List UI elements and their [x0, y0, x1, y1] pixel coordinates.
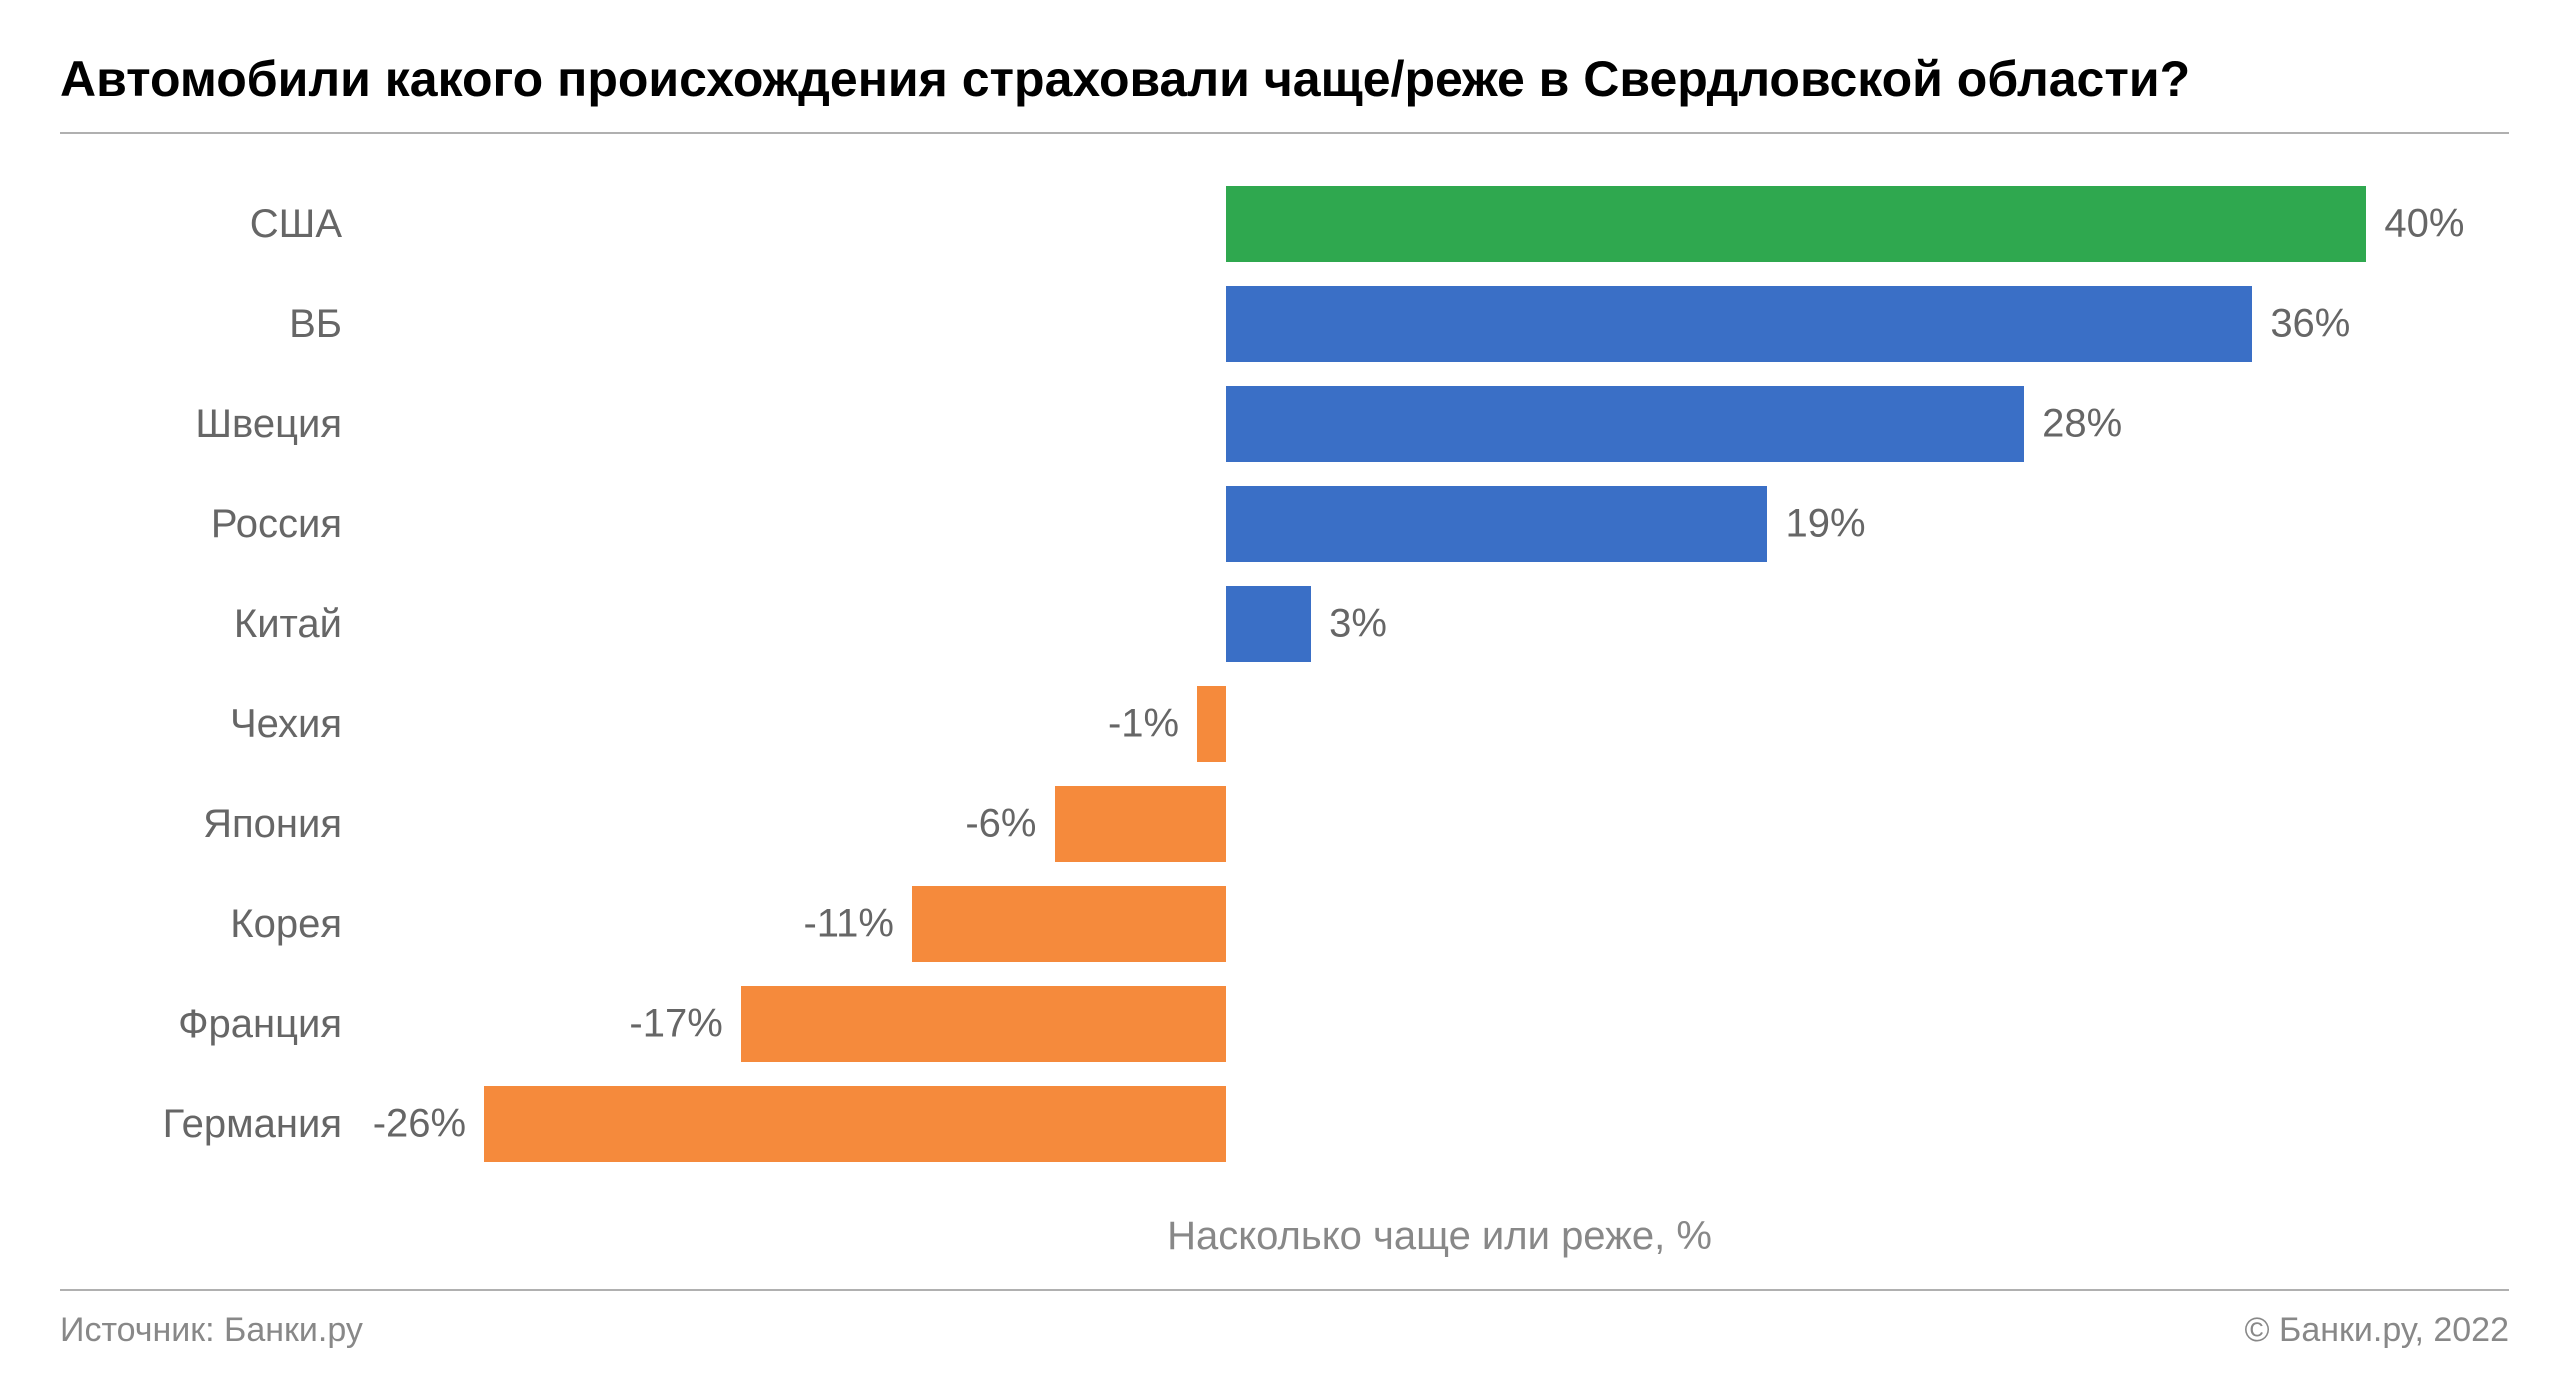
chart-area: США 40% ВБ 36% Швеция 28% Россия 19% Китай 3% Чехи…	[60, 164, 2509, 1291]
source-right: © Банки.ру, 2022	[2245, 1311, 2509, 1350]
category-label: Китай	[60, 602, 370, 647]
chart-row: Швеция 28%	[60, 381, 2509, 467]
category-label: ВБ	[60, 302, 370, 347]
source-left: Источник: Банки.ру	[60, 1311, 363, 1350]
value-label: -26%	[373, 1102, 466, 1147]
chart-row: Япония -6%	[60, 781, 2509, 867]
bar	[1226, 286, 2253, 362]
bar-plot-cell: 28%	[370, 381, 2509, 467]
value-label: -17%	[629, 1002, 722, 1047]
category-label: Корея	[60, 902, 370, 947]
value-label: -11%	[803, 902, 893, 947]
value-label: 28%	[2042, 402, 2122, 447]
bar-plot-cell: -17%	[370, 981, 2509, 1067]
category-label: Швеция	[60, 402, 370, 447]
chart-rows: США 40% ВБ 36% Швеция 28% Россия 19% Китай 3% Чехи…	[60, 164, 2509, 1184]
category-label: Россия	[60, 502, 370, 547]
bar	[1055, 786, 1226, 862]
chart-row: Германия-26%	[60, 1081, 2509, 1167]
value-label: 36%	[2270, 302, 2350, 347]
category-label: Германия	[60, 1102, 370, 1147]
value-label: 40%	[2384, 202, 2464, 247]
bar-plot-cell: 40%	[370, 181, 2509, 267]
chart-row: Россия 19%	[60, 481, 2509, 567]
bar	[1226, 386, 2025, 462]
bar-plot-cell: -26%	[370, 1081, 2509, 1167]
value-label: 3%	[1329, 602, 1387, 647]
chart-footer: Источник: Банки.ру © Банки.ру, 2022	[60, 1291, 2509, 1350]
bar-plot-cell: -1%	[370, 681, 2509, 767]
chart-row: Корея -11%	[60, 881, 2509, 967]
chart-row: Франция -17%	[60, 981, 2509, 1067]
bar	[912, 886, 1226, 962]
bar-plot-cell: 36%	[370, 281, 2509, 367]
value-label: -1%	[1108, 702, 1179, 747]
chart-row: Китай 3%	[60, 581, 2509, 667]
bar	[1226, 186, 2367, 262]
value-label: -6%	[965, 802, 1036, 847]
bar-plot-cell: 3%	[370, 581, 2509, 667]
chart-row: Чехия -1%	[60, 681, 2509, 767]
bar	[484, 1086, 1226, 1162]
category-label: Япония	[60, 802, 370, 847]
category-label: Франция	[60, 1002, 370, 1047]
bar	[1226, 486, 1768, 562]
value-label: 19%	[1785, 502, 1865, 547]
bar	[1197, 686, 1226, 762]
bar	[1226, 586, 1312, 662]
bar-plot-cell: -11%	[370, 881, 2509, 967]
chart-row: ВБ 36%	[60, 281, 2509, 367]
bar	[741, 986, 1226, 1062]
category-label: Чехия	[60, 702, 370, 747]
chart-title: Автомобили какого происхождения страхова…	[60, 50, 2509, 134]
bar-plot-cell: -6%	[370, 781, 2509, 867]
x-axis-label: Насколько чаще или реже, %	[60, 1184, 2509, 1291]
chart-row: США 40%	[60, 181, 2509, 267]
bar-plot-cell: 19%	[370, 481, 2509, 567]
category-label: США	[60, 202, 370, 247]
